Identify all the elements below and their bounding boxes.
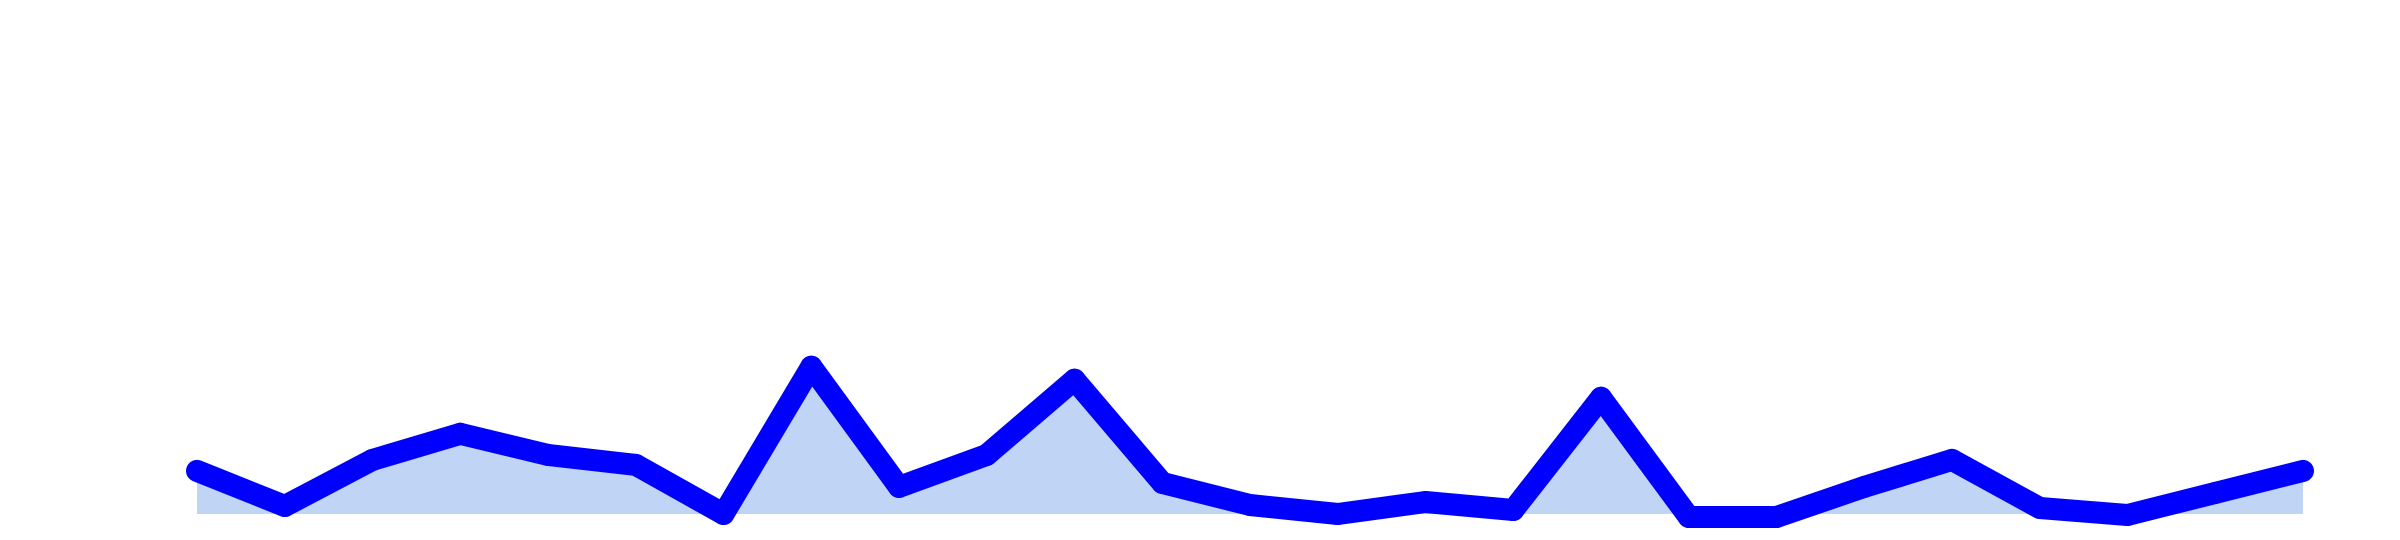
series-1-point-19 bbox=[1853, 475, 1876, 498]
series-1-point-4 bbox=[537, 443, 559, 466]
series-1-segment-23 bbox=[2204, 459, 2314, 504]
series-1-point-7 bbox=[800, 355, 823, 378]
series-1-point-12 bbox=[1239, 494, 1261, 516]
series-1-point-15 bbox=[1502, 499, 1525, 521]
series-1-point-5 bbox=[624, 453, 647, 476]
series-1-point-14 bbox=[1414, 491, 1437, 513]
series-1-point-8 bbox=[888, 475, 910, 498]
series-1-segment-18 bbox=[1765, 475, 1876, 528]
series-1-point-10 bbox=[1063, 368, 1086, 391]
series-1-point-6 bbox=[712, 503, 735, 525]
series-1-segment-0 bbox=[186, 459, 296, 517]
series-1-segment-5 bbox=[624, 453, 735, 525]
series-1-point-3 bbox=[449, 422, 472, 445]
series-1-segment-22 bbox=[2116, 481, 2227, 526]
series-1-segment-14 bbox=[1414, 491, 1525, 521]
series-1-point-16 bbox=[1590, 386, 1612, 409]
series-1-point-21 bbox=[2028, 497, 2051, 519]
series-1-segment-8 bbox=[888, 443, 998, 498]
series-1-area bbox=[197, 366, 2303, 517]
series-1-point-17 bbox=[1677, 506, 1700, 528]
series-1-segment-12 bbox=[1239, 494, 1349, 525]
series-1-segment-4 bbox=[537, 443, 647, 476]
series-1-point-18 bbox=[1765, 506, 1788, 528]
series-1-segment-6 bbox=[712, 355, 823, 525]
series-1-point-11 bbox=[1151, 471, 1174, 494]
series-1-segment-9 bbox=[975, 368, 1086, 466]
series-1-segment-19 bbox=[1853, 448, 1963, 498]
series-1-point-20 bbox=[1941, 448, 1963, 471]
series-1-segment-3 bbox=[449, 422, 559, 466]
series-1-segment-16 bbox=[1590, 386, 1700, 528]
series-1-point-13 bbox=[1326, 503, 1349, 525]
series-1-point-22 bbox=[2116, 504, 2139, 526]
chart-marks bbox=[186, 355, 2314, 528]
series-1-segment-20 bbox=[1941, 448, 2051, 519]
series-1-point-1 bbox=[273, 495, 296, 517]
series-1-segment-1 bbox=[273, 448, 384, 517]
series-1-point-9 bbox=[975, 443, 998, 466]
series-1-segment-10 bbox=[1063, 368, 1174, 494]
series-1-segment-2 bbox=[361, 422, 472, 471]
series-1-point-23 bbox=[2204, 481, 2227, 504]
series-1-segment-21 bbox=[2028, 497, 2139, 526]
series-1-segment-15 bbox=[1502, 386, 1612, 521]
series-1-segment-11 bbox=[1151, 471, 1261, 516]
series-1-segment-7 bbox=[800, 355, 910, 498]
series-1-point-2 bbox=[361, 448, 384, 471]
series-1-segment-13 bbox=[1326, 491, 1437, 525]
